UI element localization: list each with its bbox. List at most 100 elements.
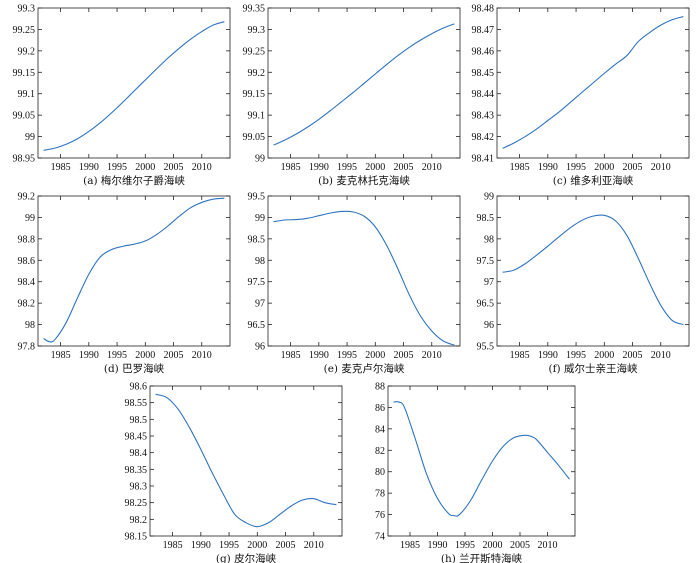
x-tick-label: 1995 — [219, 540, 239, 551]
x-tick-label: 2005 — [164, 350, 184, 361]
y-tick-label: 98.15 — [125, 532, 148, 543]
subplot-caption: (e) 麦克卢尔海峡 — [324, 362, 405, 375]
y-tick-label: 98.4 — [18, 277, 36, 288]
x-tick-label: 1985 — [163, 540, 183, 551]
x-tick-label: 1995 — [107, 350, 127, 361]
subplot-h: 1985 1990 1995 2000 2005 2010 74 76 78 80 82 84 86 88… — [375, 382, 576, 563]
series-line — [273, 210, 455, 346]
x-tick-label: 2010 — [538, 540, 558, 551]
series-line — [502, 16, 684, 149]
y-tick-label: 96 — [484, 320, 494, 331]
x-tick-label: 2000 — [594, 350, 614, 361]
x-tick-label: 1995 — [337, 350, 357, 361]
x-tick-label: 1990 — [428, 540, 448, 551]
x-tick-label: 2010 — [651, 350, 671, 361]
plot-frame — [37, 7, 231, 159]
y-tick-label: 98.5 — [248, 234, 266, 245]
y-tick-label: 97 — [484, 277, 494, 288]
y-tick-label: 76 — [375, 510, 385, 521]
y-tick-label: 99.35 — [243, 4, 266, 15]
y-tick-label: 99 — [255, 154, 265, 165]
y-tick-label: 99 — [25, 213, 35, 224]
subplot-caption: (f) 威尔士亲王海峡 — [549, 362, 638, 375]
x-tick-label: 1985 — [51, 162, 71, 173]
series-line — [43, 21, 225, 151]
y-tick-label: 99.25 — [243, 46, 266, 57]
plot-frame — [267, 7, 461, 159]
x-tick-label: 2000 — [483, 540, 503, 551]
y-tick-label: 98.45 — [125, 432, 148, 443]
x-tick-label: 1985 — [510, 350, 530, 361]
x-tick-label: 2000 — [365, 162, 385, 173]
series-line — [155, 393, 337, 528]
x-tick-label: 1990 — [79, 162, 99, 173]
x-tick-label: 1985 — [400, 540, 420, 551]
plot-frame — [149, 385, 343, 537]
subplot-caption: (c) 维多利亚海峡 — [553, 174, 634, 187]
subplot-b: 1985 1990 1995 2000 2005 2010 99 99.05 99.1 99.15… — [243, 4, 461, 187]
y-tick-label: 99.2 — [18, 192, 36, 203]
x-tick-label: 1995 — [337, 162, 357, 173]
subplot-e: 1985 1990 1995 2000 2005 2010 96 96.5 97 97.5 98 98… — [248, 192, 461, 375]
x-tick-label: 2005 — [623, 350, 643, 361]
y-tick-label: 99 — [25, 132, 35, 143]
y-tick-label: 98.2 — [130, 515, 148, 526]
y-tick-label: 99.05 — [243, 132, 266, 143]
x-tick-label: 1995 — [455, 540, 475, 551]
x-tick-label: 2005 — [394, 350, 414, 361]
y-tick-label: 98.35 — [125, 465, 148, 476]
y-tick-label: 99.05 — [13, 111, 36, 122]
y-tick-label: 98.4 — [130, 448, 148, 459]
subplot-caption: (a) 梅尔维尔子爵海峡 — [83, 174, 185, 187]
subplot-g: 1985 1990 1995 2000 2005 2010 98.15 98.2 98.25 98… — [125, 382, 343, 563]
x-tick-label: 1990 — [309, 350, 329, 361]
y-tick-label: 96 — [255, 342, 265, 353]
y-tick-label: 98.45 — [472, 68, 495, 79]
plot-frame — [37, 195, 231, 347]
y-tick-label: 98.41 — [472, 154, 495, 165]
x-tick-label: 1990 — [191, 540, 211, 551]
x-tick-label: 2010 — [192, 350, 212, 361]
y-tick-label: 98 — [484, 234, 494, 245]
plot-frame — [496, 195, 690, 347]
y-tick-label: 99.3 — [248, 25, 266, 36]
plot-frame — [267, 195, 461, 347]
y-tick-label: 98.3 — [130, 482, 148, 493]
y-tick-label: 99.3 — [18, 4, 36, 15]
y-tick-label: 80 — [375, 467, 385, 478]
series-line — [393, 401, 570, 517]
x-tick-label: 1995 — [566, 350, 586, 361]
y-tick-label: 97.8 — [18, 342, 36, 353]
y-tick-label: 99.2 — [18, 46, 36, 57]
y-tick-label: 98.46 — [472, 46, 495, 57]
subplot-a: 1985 1990 1995 2000 2005 2010 98.95 99 99.05 99.1… — [13, 4, 231, 187]
y-tick-label: 97.5 — [248, 277, 266, 288]
y-tick-label: 98.2 — [18, 299, 36, 310]
y-tick-label: 98.55 — [125, 398, 148, 409]
y-tick-label: 84 — [375, 424, 385, 435]
x-tick-label: 2000 — [247, 540, 267, 551]
x-tick-label: 1995 — [107, 162, 127, 173]
plot-frame — [387, 385, 576, 537]
y-tick-label: 96.5 — [477, 299, 495, 310]
x-tick-label: 2010 — [422, 162, 442, 173]
y-tick-label: 88 — [375, 382, 385, 393]
y-tick-label: 98 — [255, 256, 265, 267]
x-tick-label: 2005 — [510, 540, 530, 551]
series-line — [502, 214, 684, 326]
x-tick-label: 1995 — [566, 162, 586, 173]
y-tick-label: 98.6 — [18, 256, 36, 267]
subplot-caption: (b) 麦克林托克海峡 — [318, 174, 410, 187]
y-tick-label: 98.95 — [13, 154, 36, 165]
subplot-caption: (g) 皮尔海峡 — [216, 552, 277, 563]
y-tick-label: 98.25 — [125, 498, 148, 509]
x-tick-label: 2000 — [365, 350, 385, 361]
y-tick-label: 99 — [255, 213, 265, 224]
y-tick-label: 96.5 — [248, 320, 266, 331]
y-tick-label: 98.5 — [477, 213, 495, 224]
x-tick-label: 2005 — [623, 162, 643, 173]
x-tick-label: 1990 — [538, 162, 558, 173]
y-tick-label: 99.15 — [243, 89, 266, 100]
y-tick-label: 98 — [25, 320, 35, 331]
